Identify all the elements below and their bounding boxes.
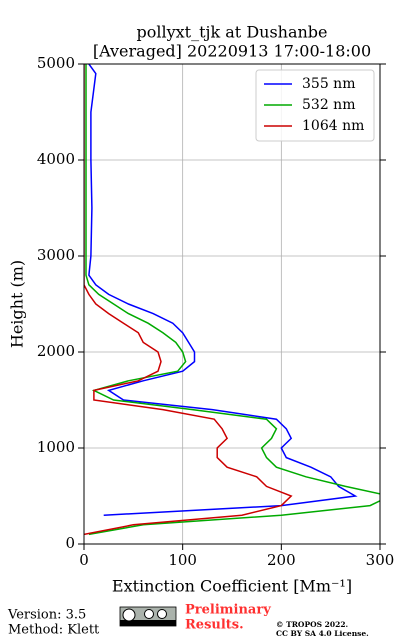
y-tick-label: 2000 bbox=[37, 342, 75, 360]
cc-badge-band bbox=[120, 620, 176, 626]
y-axis-label: Height (m) bbox=[8, 260, 27, 348]
license-text: CC BY SA 4.0 License. bbox=[276, 629, 369, 638]
legend-label: 355 nm bbox=[302, 76, 355, 92]
y-tick-label: 3000 bbox=[37, 246, 75, 264]
data-line bbox=[84, 64, 293, 536]
chart-title: [Averaged] 20220913 17:00-18:00 bbox=[93, 42, 371, 61]
x-axis-label: Extinction Coefficient [Mm⁻¹] bbox=[112, 577, 352, 596]
y-tick-label: 1000 bbox=[37, 438, 75, 456]
cc-icon bbox=[122, 608, 136, 622]
legend-label: 532 nm bbox=[302, 97, 355, 113]
plot-lines bbox=[84, 64, 380, 536]
y-tick-label: 0 bbox=[65, 534, 75, 552]
status-text: Preliminary bbox=[185, 603, 271, 618]
y-tick-label: 4000 bbox=[37, 150, 75, 168]
legend: 355 nm 532 nm 1064 nm bbox=[255, 69, 375, 142]
sa-icon bbox=[157, 609, 167, 619]
x-tick-label: 300 bbox=[366, 551, 395, 569]
x-tick-label: 100 bbox=[168, 551, 197, 569]
footer: Version: 3.5 Method: Klett Preliminary R… bbox=[7, 603, 369, 639]
chart-title: pollyxt_tjk at Dushanbe bbox=[136, 23, 327, 42]
y-tick-label: 5000 bbox=[37, 54, 75, 72]
x-tick-label: 0 bbox=[79, 551, 89, 569]
status-text: Results. bbox=[185, 618, 244, 633]
by-icon bbox=[144, 609, 154, 619]
x-tick-label: 200 bbox=[267, 551, 296, 569]
version-text: Version: 3.5 bbox=[7, 608, 86, 623]
legend-label: 1064 nm bbox=[302, 118, 364, 134]
copyright-text: © TROPOS 2022. bbox=[276, 620, 348, 629]
plot-frame bbox=[83, 63, 381, 545]
legend-box bbox=[255, 69, 375, 142]
data-line bbox=[88, 64, 358, 516]
method-text: Method: Klett bbox=[8, 623, 100, 638]
data-line bbox=[85, 64, 380, 536]
